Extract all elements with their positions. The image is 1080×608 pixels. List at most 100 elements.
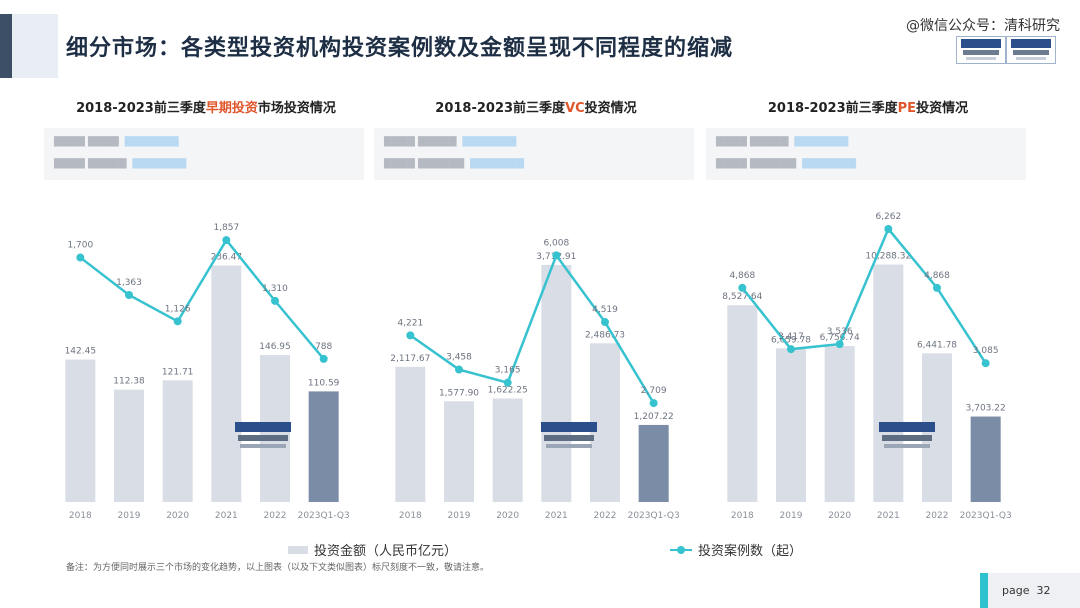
bar [444,401,474,502]
bar [776,348,806,502]
summary-box: ▇▇▇▇ ▇▇▇▇ ▇▇▇▇▇▇▇ ▇▇▇▇ ▇▇▇▇▇ ▇▇▇▇▇▇▇ [44,128,364,180]
bar [824,346,855,502]
bar-value-label: 236.47 [211,253,243,263]
line-value-label: 2,709 [641,386,667,396]
line-point [601,318,609,327]
bar [638,424,669,502]
line-point [125,291,133,299]
zero2ipo-watermark-logo [232,422,294,456]
bar-value-label: 142.45 [65,347,97,357]
line-point [271,296,279,305]
line-point [319,354,328,363]
x-tick-label: 2020 [496,511,519,521]
x-tick-label: 2019 [448,511,471,521]
legend-bar-swatch [288,545,308,554]
x-tick-label: 2020 [828,511,851,521]
bar [492,398,523,502]
legend-bar: 投资金额（人民币亿元） [288,540,457,559]
bar [873,264,904,502]
page-number-tab: page 32 [980,573,1080,608]
bar-value-label: 1,622.25 [488,385,528,395]
chart-title: 2018-2023前三季度PE投资情况 [767,101,969,116]
line-value-label: 1,363 [116,278,142,288]
x-tick-label: 2022 [594,511,617,521]
header-accent-bar [0,14,12,78]
zero2ipo-watermark-logo [538,422,600,456]
line-value-label: 4,221 [397,318,423,328]
line-value-label: 6,008 [543,238,569,248]
line-value-label: 4,868 [924,271,950,281]
x-tick-label: 2020 [166,511,189,521]
line-series [409,252,655,404]
line-value-label: 3,536 [827,327,853,337]
x-tick-label: 2018 [731,511,754,521]
line-point [76,253,85,262]
line-point [455,365,463,374]
chart-early-stage: 142.45 2018 112.38 2019 121.71 2020 236.47 2021… [65,223,350,521]
bar-value-label: 2,486.73 [585,330,625,340]
bar-value-label: 8,527.64 [722,292,762,302]
bar-value-label: 110.59 [308,378,340,388]
x-tick-label: 2018 [69,511,92,521]
line-point [552,251,561,260]
bar-value-label: 3,703.22 [966,404,1006,414]
legend-line: 投资案例数（起） [670,540,802,559]
x-tick-label: 2019 [780,511,803,521]
bar-value-label: 1,207.22 [634,412,674,422]
line-point [649,399,658,408]
line-point [787,345,795,354]
line-value-label: 1,126 [165,304,191,314]
summary-box: ▇▇▇▇ ▇▇▇▇▇ ▇▇▇▇▇▇▇ ▇▇▇▇ ▇▇▇▇▇▇ ▇▇▇▇▇▇▇ [374,128,694,180]
x-tick-label: 2023Q1-Q3 [298,511,350,521]
x-tick-label: 2021 [215,511,238,521]
line-point [503,378,512,387]
zero2ipo-logo [956,36,1006,64]
chart-panel-early-stage: 2018-2023前三季度早期投资市场投资情况 ▇▇▇▇ ▇▇▇▇ ▇▇▇▇▇▇▇… [36,92,376,532]
bar-value-label: 121.71 [162,367,194,377]
line-point [738,283,747,292]
line-point [835,340,844,349]
line-point [173,317,182,326]
line-value-label: 3,417 [778,332,804,342]
chart-title: 2018-2023前三季度VC投资情况 [435,101,637,116]
x-tick-label: 2023Q1-Q3 [628,511,680,521]
bar [211,265,242,502]
line-value-label: 788 [315,342,332,352]
bar-value-label: 6,756.74 [820,333,860,343]
x-tick-label: 2022 [264,511,287,521]
wechat-watermark: @微信公众号：清科研究 [906,18,1060,34]
x-tick-label: 2022 [926,511,949,521]
line-point [933,283,941,292]
chart-pe: 8,527.64 2018 6,659.78 2019 6,756.74 2020 10,2… [722,212,1012,521]
line-point [406,331,415,340]
chart-title: 2018-2023前三季度早期投资市场投资情况 [76,101,336,116]
legend-line-swatch [670,545,692,554]
line-series [79,237,325,360]
line-value-label: 6,262 [875,212,901,222]
header-decoration [12,14,58,78]
bar-value-label: 1,577.90 [439,388,479,398]
summary-box: ▇▇▇▇ ▇▇▇▇▇ ▇▇▇▇▇▇▇ ▇▇▇▇ ▇▇▇▇▇▇ ▇▇▇▇▇▇▇ [706,128,1026,180]
bar [162,380,193,502]
bar [727,305,758,502]
line-value-label: 1,700 [67,241,93,251]
x-tick-label: 2021 [545,511,568,521]
x-tick-label: 2021 [877,511,900,521]
bar-value-label: 10,288.32 [865,252,911,262]
footnote: 备注：为方便同时展示三个市场的变化趋势，以上图表（以及下文类似图表）标尺刻度不一… [66,563,490,573]
line-value-label: 3,165 [495,366,521,376]
bar [114,389,144,502]
bar-value-label: 6,441.78 [917,340,957,350]
chart-panel-pe: 2018-2023前三季度PE投资情况 ▇▇▇▇ ▇▇▇▇▇ ▇▇▇▇▇▇▇ ▇▇… [698,92,1038,532]
bar [65,359,96,502]
bar-value-label: 112.38 [113,377,145,387]
chart-panel-vc: 2018-2023前三季度VC投资情况 ▇▇▇▇ ▇▇▇▇▇ ▇▇▇▇▇▇▇ ▇▇… [366,92,706,532]
bar-value-label: 6,659.78 [771,335,811,345]
bar-value-label: 146.95 [259,342,291,352]
x-tick-label: 2023Q1-Q3 [960,511,1012,521]
line-series [741,226,987,364]
x-tick-label: 2019 [118,511,141,521]
line-point [884,224,893,233]
page-title: 细分市场：各类型投资机构投资案例数及金额呈现不同程度的缩减 [66,36,734,61]
line-value-label: 4,519 [592,305,618,315]
